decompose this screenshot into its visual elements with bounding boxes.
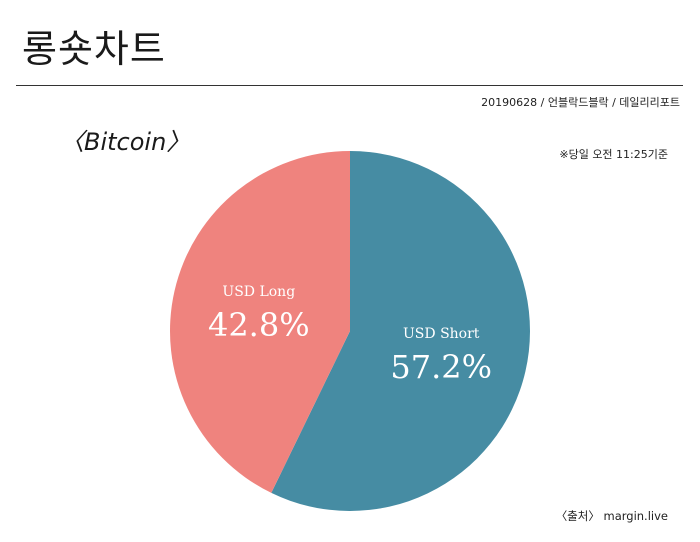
pie-slice-usd-short (271, 151, 531, 511)
timestamp-note: ※당일 오전 11:25기준 (559, 148, 668, 161)
slice-value-label: 42.8% (208, 306, 310, 344)
pie-slice-usd-long (170, 151, 350, 493)
chart-subject: 〈Bitcoin〉 (60, 128, 191, 156)
slice-name-label: USD Long (222, 284, 295, 300)
slice-name-label: USD Short (403, 326, 480, 342)
slice-value-label: 57.2% (390, 348, 492, 386)
source-line: 20190628 / 언블락드블락 / 데일리리포트 (481, 96, 680, 109)
title-divider (16, 85, 683, 86)
source-credit: 〈출처〉 margin.live (555, 509, 668, 523)
page-title: 롱숏차트 (22, 27, 166, 71)
